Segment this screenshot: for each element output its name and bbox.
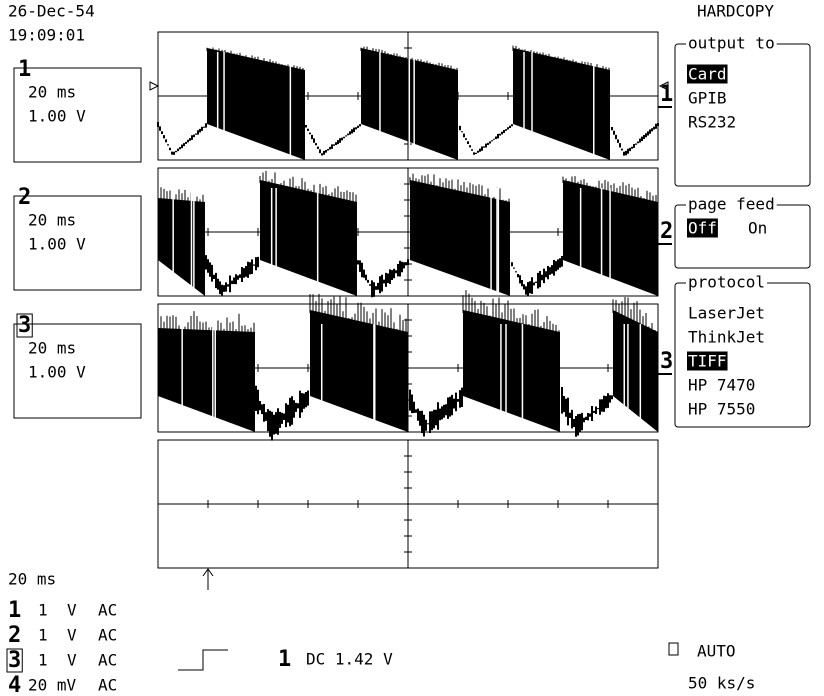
channel-scale: 1.00 V <box>28 363 86 382</box>
menu-group-title: output to <box>688 34 775 53</box>
status-coupling: AC <box>98 651 117 670</box>
channel-timebase: 20 ms <box>28 339 76 358</box>
channel-box <box>13 67 142 163</box>
menu-title-bg <box>686 272 768 292</box>
menu-option[interactable]: RS232 <box>688 113 736 132</box>
waveform <box>157 290 659 441</box>
menu-title: HARDCOPY <box>697 2 774 21</box>
channel-number: 1 <box>18 57 31 82</box>
menu-group-title: protocol <box>688 273 765 292</box>
menu-option[interactable]: LaserJet <box>688 304 765 323</box>
trace-marker: 3 <box>660 349 673 374</box>
acq-rate: 50 ks/s <box>688 674 755 693</box>
menu-option[interactable]: HP 7550 <box>688 400 755 419</box>
burst <box>310 310 408 432</box>
channel-number: 2 <box>18 185 31 210</box>
menu-option-selected[interactable]: Card <box>688 65 727 84</box>
trigger-level: DC 1.42 V <box>306 650 393 669</box>
burst <box>513 48 610 160</box>
status-unit: V <box>67 626 77 645</box>
burst <box>613 310 658 432</box>
channel-timebase: 20 ms <box>28 211 76 230</box>
status-channel-box <box>6 648 23 673</box>
auto-box <box>668 642 679 656</box>
channel-box <box>13 195 142 291</box>
option-highlight <box>687 218 718 238</box>
option-highlight <box>687 64 728 84</box>
channel-box <box>13 323 142 419</box>
status-scale: 20 mV <box>28 676 77 695</box>
option-highlight <box>687 351 728 371</box>
baseline-trace <box>255 385 613 441</box>
menu-option-selected[interactable]: Off <box>688 219 717 238</box>
time: 19:09:01 <box>8 26 85 45</box>
menu-title-bg <box>686 194 777 214</box>
menu-option[interactable]: On <box>748 219 767 238</box>
baseline-trace <box>157 122 659 156</box>
menu-option-selected[interactable]: TIFF <box>688 352 727 371</box>
menu-option[interactable]: ThinkJet <box>688 328 765 347</box>
status-unit: V <box>67 651 77 670</box>
burst <box>410 180 510 296</box>
trigger-arrow <box>202 568 214 590</box>
channel-scale: 1.00 V <box>28 235 86 254</box>
menu-option[interactable]: HP 7470 <box>688 376 755 395</box>
status-coupling: AC <box>98 601 117 620</box>
status-scale: 1 <box>38 626 48 645</box>
status-channel: 4 <box>8 673 21 696</box>
burst <box>260 180 357 296</box>
baseline-trace <box>205 255 563 298</box>
status-channel: 3 <box>8 648 21 673</box>
burst <box>158 328 255 432</box>
channel-number: 3 <box>18 313 31 338</box>
level-markers <box>149 81 669 91</box>
status-scale: 1 <box>38 651 48 670</box>
waveform <box>157 45 659 160</box>
status-coupling: AC <box>98 626 117 645</box>
channel-timebase: 20 ms <box>28 83 76 102</box>
status-unit: V <box>67 601 77 620</box>
date: 26-Dec-54 <box>8 2 95 21</box>
trace-marker: 1 <box>660 82 673 107</box>
trace-marker: 2 <box>660 219 673 244</box>
status-scale: 1 <box>38 601 48 620</box>
acq-mode: AUTO <box>697 642 736 661</box>
burst <box>207 48 305 160</box>
menu-group-title: page feed <box>688 195 775 214</box>
status-channel: 1 <box>8 598 21 623</box>
burst <box>158 198 205 296</box>
status-coupling: AC <box>98 676 117 695</box>
waveform <box>157 170 658 298</box>
trigger-source: 1 <box>278 647 291 672</box>
channel-scale: 1.00 V <box>28 107 86 126</box>
trigger-edge <box>178 649 228 671</box>
timebase: 20 ms <box>8 570 56 589</box>
menu-title-bg <box>686 33 777 53</box>
menu-option[interactable]: GPIB <box>688 89 727 108</box>
status-channel: 2 <box>8 623 21 648</box>
burst <box>463 310 560 432</box>
channel-number-box <box>16 313 33 338</box>
